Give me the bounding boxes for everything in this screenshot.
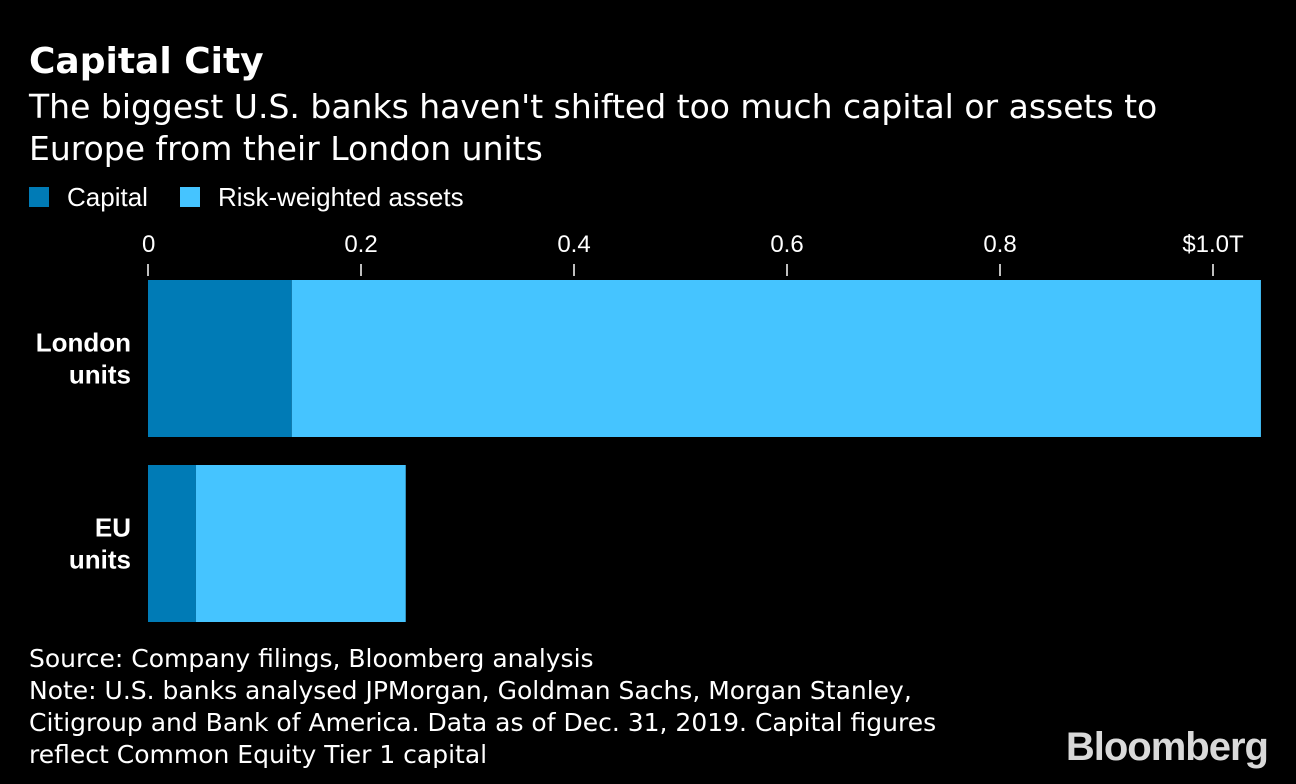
bar-rwa-eu: [195, 465, 406, 622]
x-tick-label: $1.0T: [1182, 231, 1244, 258]
bar-capital-eu: [148, 465, 196, 622]
legend-label-rwa: Risk-weighted assets: [217, 181, 464, 212]
chart-subtitle: The biggest U.S. banks haven't shifted t…: [29, 87, 1158, 168]
bar-capital-london: [148, 280, 292, 437]
note-line-1: Note: U.S. banks analysed JPMorgan, Gold…: [29, 676, 912, 705]
source-note: Source: Company filings, Bloomberg analy…: [29, 644, 594, 673]
note-line-2: Citigroup and Bank of America. Data as o…: [29, 708, 937, 737]
bar-rwa-london: [291, 280, 1261, 437]
legend: Capital Risk-weighted assets: [29, 180, 496, 214]
chart-footer: Source: Company filings, Bloomberg analy…: [29, 643, 936, 771]
category-label: EU: [95, 513, 131, 543]
x-tick-label: 0: [142, 231, 155, 258]
legend-item-capital: Capital: [29, 182, 148, 213]
x-tick-label: 0.2: [344, 231, 377, 258]
x-tick-label: 0.8: [983, 231, 1016, 258]
legend-swatch-rwa: [179, 187, 200, 207]
bloomberg-logo: Bloomberg: [1065, 725, 1269, 769]
legend-swatch-capital: [29, 187, 49, 207]
x-tick-label: 0.6: [770, 231, 803, 258]
x-tick-label: 0.4: [557, 231, 590, 258]
legend-item-rwa: Risk-weighted assets: [179, 181, 464, 213]
note-line-3: reflect Common Equity Tier 1 capital: [29, 740, 488, 769]
category-label: units: [69, 360, 131, 390]
category-label: units: [69, 545, 131, 575]
chart-title: Capital City: [29, 41, 264, 82]
category-label: London: [36, 328, 131, 358]
legend-label-capital: Capital: [67, 181, 148, 212]
